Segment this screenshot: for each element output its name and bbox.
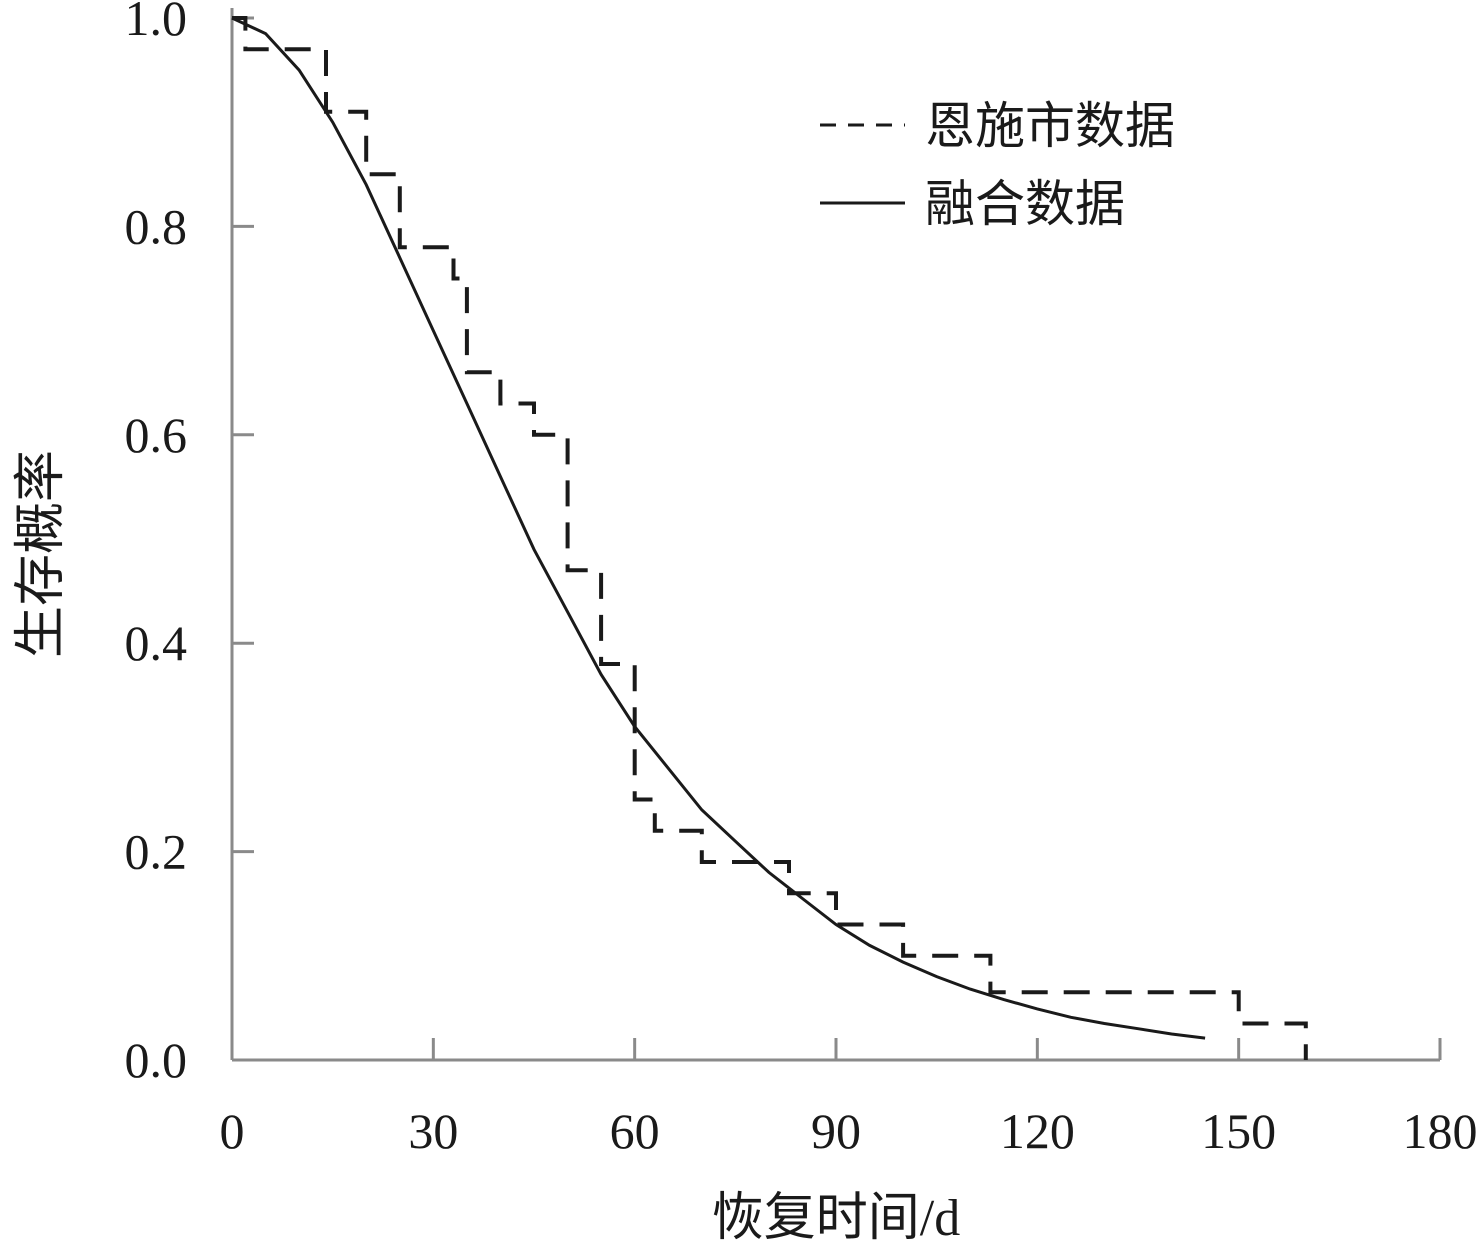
x-tick-label: 150 (1201, 1103, 1276, 1159)
axes-layer: 0 30 60 90 120 150 180 0.0 0.2 0.4 0.6 0.8 1.0 (125, 0, 1478, 1159)
x-tick-label: 180 (1403, 1103, 1478, 1159)
x-tick-label: 60 (610, 1103, 660, 1159)
y-tick-label: 0.6 (125, 407, 188, 463)
x-axis-label: 恢复时间/d (712, 1190, 960, 1247)
x-tick-label: 30 (408, 1103, 458, 1159)
x-tick-label: 120 (1000, 1103, 1075, 1159)
legend-label: 恩施市数据 (925, 98, 1175, 154)
y-tick-label: 0.4 (125, 615, 188, 671)
x-tick-label: 90 (811, 1103, 861, 1159)
y-axis-label: 生存概率 (13, 450, 70, 658)
legend-label: 融合数据 (925, 176, 1125, 232)
series-line-fused-data (231, 16, 1206, 1040)
y-tick-label: 0.2 (125, 824, 188, 880)
series-line-enshi-data (232, 16, 1308, 1060)
series-layer (231, 16, 1308, 1060)
y-tick-label: 0.8 (125, 198, 188, 254)
x-tick-label: 0 (220, 1103, 245, 1159)
y-tick-label: 1.0 (125, 0, 188, 46)
y-tick-label: 0.0 (125, 1032, 188, 1088)
